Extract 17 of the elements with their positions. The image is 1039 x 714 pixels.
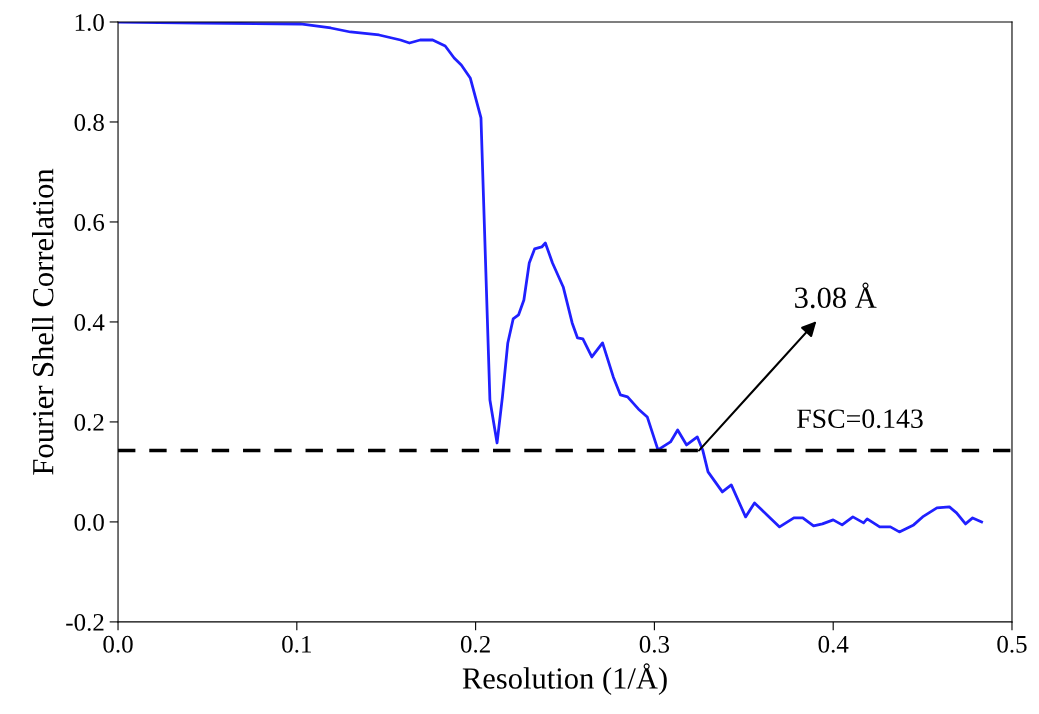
y-tick-label: 0.2 xyxy=(74,413,104,431)
y-tick-label: 0.6 xyxy=(74,214,105,231)
x-tick-label: 0.3 xyxy=(639,635,670,653)
y-tick-label: -0.2 xyxy=(66,613,104,631)
x-tick-label: 0.0 xyxy=(103,635,133,653)
y-tick-label: 0.8 xyxy=(74,114,104,131)
x-tick-label: 0.1 xyxy=(282,635,311,653)
annotation: 3.08 Å xyxy=(795,282,877,309)
y-tick-label: 1.0 xyxy=(75,14,104,32)
x-axis-title: Resolution (1/Å) xyxy=(462,663,667,695)
ref-line-label: FSC=0.143 xyxy=(797,409,923,429)
x-tick-label: 0.2 xyxy=(460,635,490,653)
y-axis-title: Fourier Shell Correlation xyxy=(32,168,54,475)
y-tick-label: 0.4 xyxy=(74,313,105,331)
x-tick-label: 0.4 xyxy=(818,635,849,653)
x-tick-label: 0.5 xyxy=(997,635,1027,653)
y-tick-label: 0.0 xyxy=(74,513,104,531)
